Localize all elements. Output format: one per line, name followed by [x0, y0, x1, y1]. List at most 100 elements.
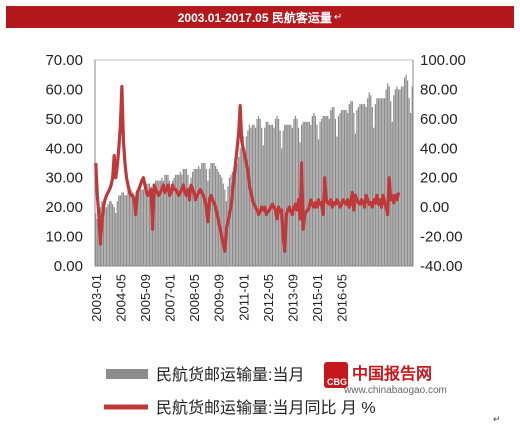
bar-mark	[348, 104, 350, 266]
bar-mark	[213, 163, 215, 266]
bar-mark	[345, 110, 347, 266]
bar-mark	[296, 118, 298, 266]
bar-mark	[108, 201, 111, 266]
bar-mark	[179, 171, 181, 266]
bar-mark	[357, 107, 360, 266]
bar-mark	[276, 115, 278, 266]
bar-mark	[162, 180, 164, 266]
bar-mark	[337, 115, 340, 266]
bar-mark	[95, 213, 97, 266]
bar-mark	[136, 192, 138, 266]
bar-mark	[238, 157, 240, 266]
bar-mark	[187, 174, 189, 266]
bar-mark	[311, 115, 313, 266]
bar-mark	[195, 168, 197, 266]
legend: 民航货邮运输量:当月 民航货邮运输量:当月同比 月 %	[104, 366, 376, 417]
x-tick-label: 2004-05	[113, 274, 128, 322]
bar-mark	[259, 118, 261, 266]
bar-mark	[107, 204, 109, 266]
bar-mark	[271, 124, 274, 267]
bar-mark	[156, 180, 158, 266]
bar-mark	[273, 127, 275, 266]
bar-mark	[201, 163, 203, 266]
bar-mark	[330, 110, 332, 266]
bar-mark	[261, 127, 263, 266]
bar-mark	[138, 192, 140, 266]
bar-mark	[241, 142, 243, 266]
bar-mark	[191, 171, 194, 266]
bar-mark	[188, 186, 191, 266]
bar-mark	[327, 115, 329, 266]
bar-mark	[199, 168, 201, 266]
chart-title: 2003.01-2017.05 民航客运量	[177, 10, 332, 25]
bar-mark	[233, 168, 235, 266]
watermark-badge	[324, 362, 348, 388]
bar-mark	[328, 118, 330, 266]
bar-mark	[242, 136, 244, 266]
bar-mark	[282, 130, 284, 266]
right-tick-label: 60.00	[420, 111, 458, 128]
bar-mark	[396, 86, 398, 267]
bar-mark	[373, 127, 375, 266]
bar-mark	[135, 195, 137, 266]
bar-mark	[139, 189, 141, 266]
line-series-group	[94, 84, 400, 253]
bar-mark	[397, 89, 400, 267]
x-tick-label: 2009-09	[212, 274, 227, 322]
x-tick-label: 2015-01	[310, 274, 325, 322]
bar-mark	[173, 177, 175, 266]
corner-mark: ↵	[493, 414, 501, 424]
bar-mark	[331, 107, 333, 266]
bar-mark	[148, 183, 151, 266]
bar-mark	[310, 124, 312, 267]
bar-mark	[293, 118, 295, 266]
watermark-logo: CBG 中国报告网 www.chinabaogao.com	[324, 362, 447, 396]
bar-mark	[244, 154, 246, 266]
left-tick-label: 70.00	[45, 52, 83, 69]
bar-mark	[393, 95, 395, 266]
bar-mark	[281, 148, 283, 266]
bar-mark	[121, 192, 123, 266]
bar-mark	[105, 207, 108, 266]
right-tick-label: 0.00	[420, 199, 449, 216]
left-tick-label: 10.00	[45, 229, 83, 246]
left-tick-label: 20.00	[45, 199, 83, 216]
right-tick-label: -40.00	[420, 258, 463, 275]
left-tick-label: 0.00	[54, 258, 83, 275]
bar-mark	[222, 183, 224, 266]
left-tick-label: 30.00	[45, 170, 83, 187]
bar-mark	[334, 118, 337, 266]
bar-mark	[165, 174, 168, 266]
bar-mark	[382, 98, 384, 266]
bar-mark	[132, 192, 134, 266]
bar-mark	[314, 115, 317, 266]
x-tick-label: 2007-01	[163, 274, 178, 322]
bar-mark	[394, 89, 396, 267]
bar-mark	[161, 177, 163, 266]
bar-mark	[196, 168, 198, 266]
x-tick-label: 2008-05	[187, 274, 202, 322]
right-axis-ticks: -40.00 -20.00 0.00 20.00 40.00 60.00 80.00 100.…	[420, 52, 466, 275]
bar-mark	[204, 163, 206, 266]
bar-mark	[407, 80, 409, 266]
bar-mark	[365, 107, 367, 266]
left-tick-label: 60.00	[45, 81, 83, 98]
bar-mark	[356, 110, 358, 266]
bar-mark	[377, 98, 380, 266]
bar-mark	[297, 127, 300, 266]
bar-mark	[333, 107, 335, 266]
bar-mark	[234, 165, 237, 266]
bar-mark	[239, 148, 241, 266]
bar-mark	[145, 183, 148, 266]
bar-mark	[184, 168, 186, 266]
bar-mark	[236, 163, 238, 266]
bar-mark	[291, 127, 294, 266]
bar-mark	[313, 112, 315, 266]
bar-mark	[202, 163, 204, 266]
bar-mark	[353, 112, 355, 266]
bar-mark	[288, 124, 290, 267]
bar-mark	[350, 101, 352, 266]
bar-mark	[379, 98, 381, 266]
x-tick-label: 2016-05	[335, 274, 350, 322]
bar-mark	[130, 189, 132, 266]
